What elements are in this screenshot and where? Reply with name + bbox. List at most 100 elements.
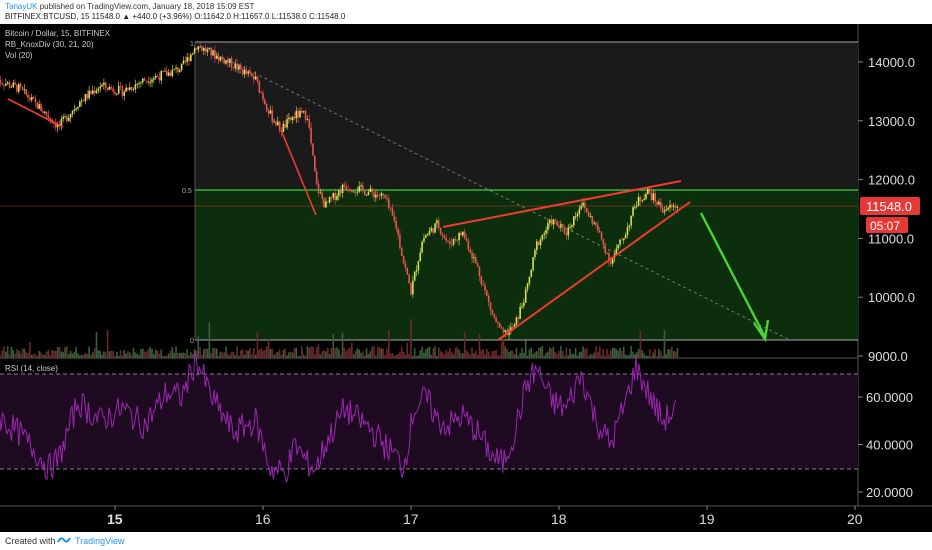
- volume-bar: [56, 347, 59, 358]
- candle-body: [619, 239, 621, 245]
- candle-body: [672, 205, 675, 207]
- volume-bar: [317, 344, 320, 358]
- volume-bar: [530, 347, 533, 358]
- chart-area[interactable]: 1 0.5 0 14000.0 13000.0 12000.0 11000.0 1000…: [0, 24, 932, 532]
- volume-bar: [247, 350, 249, 358]
- price-tick-label: 9000.0: [868, 349, 908, 364]
- candle-body: [565, 232, 568, 236]
- volume-bar: [1, 350, 3, 358]
- volume-bar: [582, 346, 584, 358]
- candle-body: [413, 271, 416, 281]
- volume-bar: [29, 342, 31, 358]
- price-axis: 14000.0 13000.0 12000.0 11000.0 10000.0 9000.…: [858, 55, 915, 364]
- volume-bar: [184, 353, 187, 358]
- candle-body: [223, 58, 225, 64]
- volume-bar: [158, 353, 161, 358]
- candle-body: [589, 215, 592, 217]
- candle-body: [652, 193, 655, 201]
- candles-group: [0, 43, 679, 340]
- volume-bar: [515, 348, 518, 358]
- volume-bar: [617, 350, 619, 358]
- candle-body: [97, 88, 100, 91]
- candle-body: [49, 117, 52, 120]
- candle-body: [486, 290, 488, 296]
- volume-bar: [212, 348, 214, 358]
- candle-body: [299, 110, 301, 118]
- candle-body: [171, 69, 174, 77]
- volume-bar: [502, 335, 505, 358]
- volume-bar: [97, 350, 100, 358]
- candle-body: [621, 239, 623, 241]
- fib-label-mid: 0.5: [182, 188, 192, 195]
- volume-bar: [304, 355, 307, 358]
- volume-bar: [608, 354, 610, 358]
- volume-bar: [613, 347, 616, 358]
- volume-bar: [188, 354, 190, 358]
- volume-bar: [476, 354, 479, 358]
- volume-bar: [104, 352, 107, 358]
- volume-bar: [271, 348, 274, 358]
- volume-bar: [341, 332, 344, 358]
- volume-bar: [343, 347, 346, 358]
- volume-bar: [308, 347, 311, 358]
- time-tick-label: 18: [551, 511, 567, 527]
- candle-body: [77, 107, 79, 109]
- candle-body: [445, 237, 447, 241]
- volume-bar: [66, 346, 68, 358]
- volume-bar: [412, 355, 414, 358]
- candle-body: [360, 185, 362, 187]
- candle-body: [206, 49, 209, 52]
- candle-body: [574, 216, 577, 217]
- candle-body: [227, 60, 229, 63]
- candle-body: [474, 257, 477, 264]
- candle-body: [537, 241, 540, 246]
- volume-bar: [328, 353, 331, 358]
- volume-bar: [497, 355, 499, 358]
- candle-body: [395, 221, 397, 229]
- candle-body: [584, 202, 586, 208]
- volume-bar: [302, 354, 305, 358]
- candle-body: [201, 47, 203, 51]
- volume-bar: [130, 354, 133, 358]
- candle-body: [467, 240, 470, 250]
- volume-bar: [460, 353, 462, 358]
- volume-bar: [306, 346, 309, 358]
- candle-body: [178, 70, 181, 72]
- volume-bar: [452, 354, 455, 358]
- volume-bar: [589, 353, 592, 358]
- candle-body: [228, 58, 231, 63]
- volume-bar: [597, 352, 599, 358]
- volume-bar: [277, 351, 279, 358]
- countdown-badge-bg: [866, 217, 908, 233]
- volume-bar: [108, 351, 111, 358]
- volume-bar: [632, 351, 634, 358]
- volume-bar: [369, 351, 372, 358]
- volume-bar: [269, 348, 272, 358]
- volume-bar: [178, 352, 181, 358]
- candle-body: [258, 81, 261, 93]
- price-chart-svg[interactable]: 1 0.5 0 14000.0 13000.0 12000.0 11000.0 1000…: [0, 24, 932, 532]
- author-link[interactable]: TanayUK: [5, 2, 38, 11]
- candle-body: [241, 69, 244, 75]
- volume-bar: [210, 353, 212, 358]
- volume-bar: [504, 346, 507, 358]
- volume-bar: [621, 350, 623, 358]
- volume-bar: [665, 353, 668, 358]
- volume-bar: [84, 353, 87, 358]
- candle-body: [380, 193, 383, 197]
- volume-bar: [413, 348, 416, 358]
- volume-bar: [360, 352, 362, 358]
- volume-bar: [510, 350, 512, 358]
- candle-body: [56, 123, 59, 128]
- volume-bar: [467, 352, 470, 358]
- volume-bar: [523, 352, 525, 358]
- candle-body: [576, 213, 579, 217]
- volume-bar: [349, 347, 351, 358]
- volume-bar: [16, 349, 18, 358]
- tradingview-brand[interactable]: TradingView: [75, 536, 125, 546]
- candle-body: [478, 266, 481, 277]
- downtrend-dashed-line: [199, 45, 791, 341]
- volume-bar: [64, 347, 66, 358]
- candle-body: [243, 69, 246, 75]
- volume-bar: [69, 350, 72, 358]
